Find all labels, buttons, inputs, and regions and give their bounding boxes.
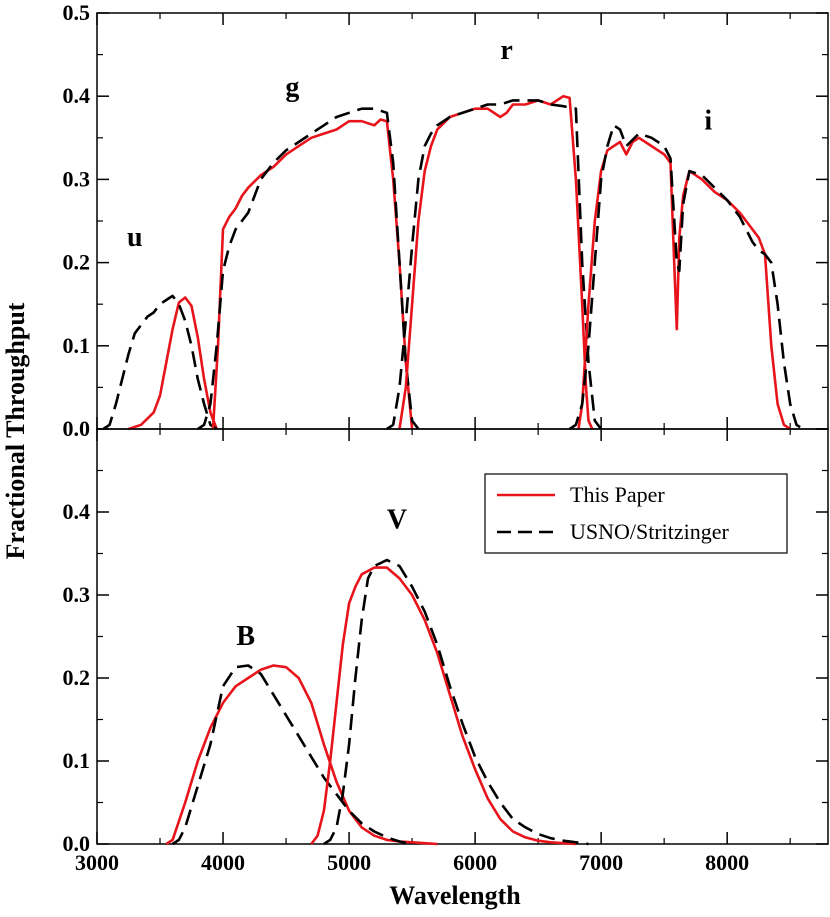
y-tick-label: 0.1 [63,333,91,358]
series-V-usno [323,558,589,846]
band-label-u: u [127,222,143,253]
band-label-V: V [387,505,407,536]
series-r-this-paper [398,94,594,430]
band-label-g: g [285,72,299,103]
y-tick-label: 0.4 [63,499,91,524]
y-tick-label: 0.2 [63,665,91,690]
legend-box [484,473,788,554]
x-axis-title: Wavelength [389,881,521,910]
band-label-B: B [236,621,255,652]
x-tick-label: 4000 [201,850,245,875]
band-label-i: i [704,105,712,136]
x-tick-label: 3000 [75,850,119,875]
legend-label-usno: USNO/Stritzinger [570,519,730,544]
series-u-usno [102,294,218,431]
plot-frame-top [96,12,829,430]
x-tick-label: 7000 [579,850,623,875]
y-tick-label: 0.2 [63,250,91,275]
series-i-this-paper [577,136,791,431]
x-tick-label: 8000 [705,850,749,875]
y-axis-title: Fractional Throughput [1,302,30,559]
legend-label-this-paper: This Paper [570,482,665,507]
series-g-this-paper [211,118,414,430]
y-tick-label: 0.5 [63,0,91,25]
series-g-usno [197,107,420,431]
series-u-this-paper [128,296,218,431]
panel-bv: 0.0 0.1 0.2 0.3 0.4 B V [63,428,829,856]
series-B-usno [171,664,413,846]
y-tick-label: 0.1 [63,748,91,773]
series-B-this-paper [165,664,438,846]
series-V-this-paper [310,566,576,846]
legend: This Paper USNO/Stritzinger [484,473,788,554]
x-tick-label: 6000 [453,850,497,875]
series-i-usno [568,124,804,431]
y-tick-label: 0.0 [63,831,91,856]
y-tick-label: 0.4 [63,83,91,108]
x-tick-label: 5000 [327,850,371,875]
band-label-r: r [500,35,512,66]
series-r-usno [386,99,603,431]
y-tick-label: 0.3 [63,582,91,607]
y-tick-label: 0.0 [63,416,91,441]
y-tick-label: 0.3 [63,166,91,191]
x-tick-labels: 3000 4000 5000 6000 7000 8000 [75,850,749,875]
panel-ugri: 0.0 0.1 0.2 0.3 0.4 0.5 u g r i [63,0,829,441]
